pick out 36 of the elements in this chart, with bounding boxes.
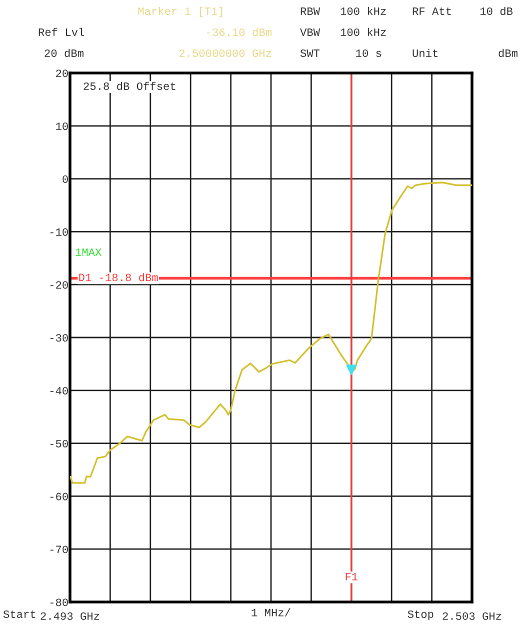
text: -36.10 dBm	[207, 28, 272, 36]
y-tick-label: -40	[50, 386, 68, 395]
y-tick-label: -30	[50, 334, 68, 342]
text: 100 kHz	[340, 6, 386, 15]
text: Marker 1 [T1]	[138, 6, 222, 18]
ref-line-label: D1 -18.8 dBm	[79, 273, 158, 282]
x-axis-title: 1 MHz/	[252, 608, 290, 616]
line-series	[70, 182, 472, 484]
x-tick-label: 2.493 GHz	[40, 612, 100, 620]
text: RF Att	[412, 7, 451, 15]
y-tick-label: -80	[50, 598, 68, 606]
text: 2.50000000 GHz	[179, 49, 272, 57]
text: Stop	[408, 610, 434, 620]
text: Ref Lvl	[38, 28, 84, 36]
y-tick-label: 20	[56, 70, 68, 78]
text: SWT	[300, 49, 320, 57]
ref-line-label: F1	[346, 572, 358, 580]
y-tick-label: -60	[50, 492, 68, 500]
y-tick-label: -70	[50, 546, 68, 554]
y-tick-label: -20	[50, 281, 68, 289]
x-tick-label: 2.503 GHz	[442, 612, 502, 620]
text: dBm	[498, 48, 518, 58]
y-tick-label: 10	[56, 122, 68, 130]
y-tick-label: -50	[50, 440, 68, 448]
text: 10 s	[356, 49, 382, 57]
text: 10 dB	[480, 6, 513, 16]
text: Start	[3, 610, 36, 618]
text: 100 kHz	[340, 28, 386, 36]
text: Unit	[412, 48, 438, 57]
text: 20 dBm	[44, 48, 84, 58]
annotation: 1MAX	[76, 248, 102, 256]
y-tick-label: -10	[50, 228, 68, 236]
text: RBW	[300, 8, 320, 15]
annotation: 25.8 dB Offset	[84, 82, 176, 90]
text: VBW	[300, 28, 320, 36]
y-tick-label: 0	[62, 175, 68, 183]
